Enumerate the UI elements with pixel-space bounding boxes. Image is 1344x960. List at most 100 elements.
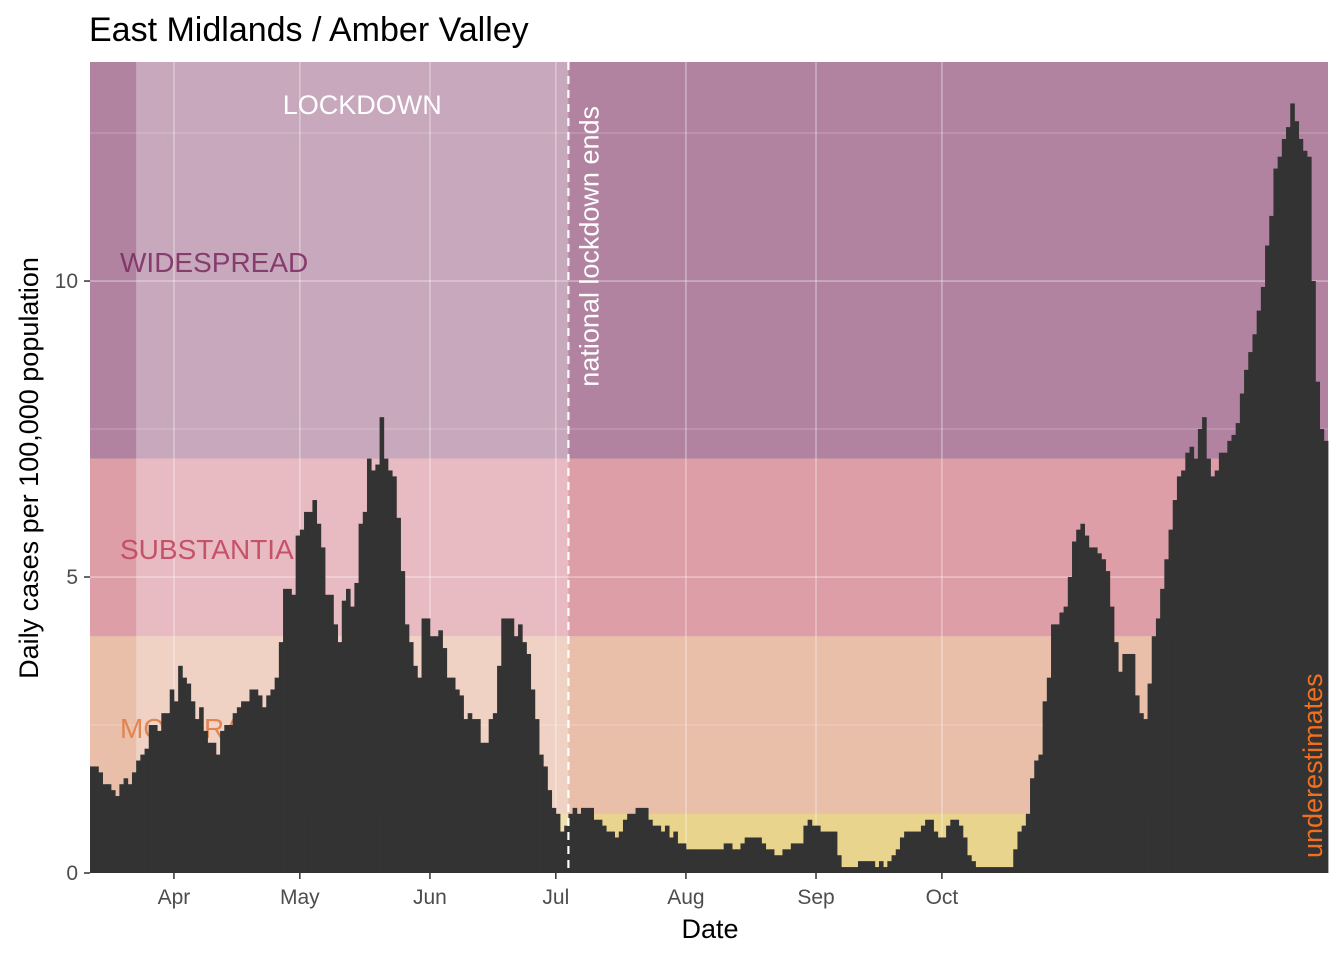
bar bbox=[262, 707, 267, 873]
bar bbox=[1235, 423, 1241, 873]
bar bbox=[769, 849, 775, 873]
x-tick-label: Apr bbox=[158, 886, 191, 909]
bar bbox=[207, 742, 213, 873]
bar bbox=[795, 843, 800, 873]
y-tick-label: 0 bbox=[66, 862, 78, 885]
bar bbox=[459, 695, 464, 873]
x-tick-label: Aug bbox=[667, 886, 704, 909]
bar bbox=[413, 665, 418, 873]
bar bbox=[387, 470, 393, 873]
bar bbox=[887, 861, 892, 873]
bar bbox=[606, 831, 611, 873]
bar bbox=[816, 825, 821, 873]
bar bbox=[245, 701, 250, 873]
bar bbox=[358, 523, 364, 873]
bar bbox=[362, 511, 368, 873]
bar bbox=[639, 807, 645, 873]
bar bbox=[736, 849, 741, 873]
bar bbox=[345, 588, 351, 873]
bar bbox=[727, 843, 733, 873]
bar bbox=[1105, 571, 1111, 873]
bar bbox=[539, 754, 544, 873]
bar bbox=[1202, 417, 1207, 873]
bar bbox=[1025, 813, 1031, 873]
bar bbox=[404, 624, 410, 873]
bar bbox=[446, 677, 452, 873]
bar bbox=[283, 588, 288, 873]
bar bbox=[1076, 529, 1081, 873]
bar bbox=[94, 766, 99, 873]
bar bbox=[425, 618, 431, 873]
bar bbox=[518, 624, 523, 873]
bar bbox=[1193, 458, 1199, 873]
bar bbox=[946, 825, 951, 873]
bar bbox=[677, 843, 683, 873]
bar bbox=[1101, 559, 1106, 873]
bar bbox=[622, 819, 628, 873]
bar bbox=[899, 837, 905, 873]
x-tick-label: Jun bbox=[413, 886, 447, 909]
underestimates-label: underestimates bbox=[1298, 673, 1328, 858]
bar bbox=[807, 819, 813, 873]
bar bbox=[925, 819, 930, 873]
bar bbox=[732, 849, 737, 873]
bar bbox=[1097, 553, 1102, 873]
bar bbox=[698, 849, 704, 873]
bar bbox=[1088, 547, 1094, 873]
bar bbox=[144, 748, 150, 873]
bar bbox=[1315, 381, 1321, 873]
bar bbox=[241, 701, 246, 873]
bar bbox=[295, 535, 301, 873]
bar bbox=[849, 867, 855, 873]
bar bbox=[702, 849, 708, 873]
bar bbox=[173, 701, 179, 873]
bar bbox=[509, 618, 515, 873]
bar bbox=[1084, 535, 1090, 873]
bar bbox=[253, 689, 259, 873]
bar bbox=[740, 843, 746, 873]
bar bbox=[916, 831, 922, 873]
bar bbox=[765, 849, 771, 873]
bar bbox=[883, 867, 888, 873]
bar bbox=[333, 624, 338, 873]
bar bbox=[690, 849, 695, 873]
bar bbox=[1311, 281, 1316, 874]
x-tick-label: Sep bbox=[797, 886, 834, 909]
bar bbox=[1021, 825, 1027, 873]
bar bbox=[929, 819, 934, 873]
plot-area: MODERATESUBSTANTIALWIDESPREADLOCKDOWNnat… bbox=[55, 62, 1329, 909]
bar bbox=[958, 825, 964, 873]
bar bbox=[228, 725, 234, 873]
bar bbox=[152, 725, 158, 873]
bar bbox=[304, 511, 309, 873]
bar bbox=[450, 677, 456, 873]
bar bbox=[1059, 612, 1065, 873]
bar bbox=[140, 754, 145, 873]
bar bbox=[664, 825, 670, 873]
bar bbox=[1218, 452, 1224, 873]
bar bbox=[484, 742, 490, 873]
bar bbox=[1130, 653, 1136, 873]
bar bbox=[643, 807, 649, 873]
bar bbox=[1319, 429, 1325, 873]
bar bbox=[530, 689, 536, 873]
bar bbox=[996, 867, 1002, 873]
bar bbox=[870, 861, 876, 873]
bar bbox=[1009, 867, 1014, 873]
bar bbox=[853, 867, 859, 873]
bar bbox=[1168, 529, 1174, 873]
bar bbox=[631, 813, 636, 873]
lockdown-label: LOCKDOWN bbox=[283, 90, 442, 120]
bar bbox=[862, 861, 867, 873]
bar bbox=[354, 582, 359, 873]
bar bbox=[656, 825, 662, 873]
bar bbox=[1013, 849, 1018, 873]
bar bbox=[711, 849, 716, 873]
bar bbox=[199, 707, 204, 873]
bar bbox=[90, 766, 95, 873]
bar bbox=[589, 807, 594, 873]
bar bbox=[312, 500, 318, 873]
bar bbox=[316, 523, 322, 873]
bar bbox=[1109, 606, 1115, 873]
bar bbox=[1155, 618, 1161, 873]
